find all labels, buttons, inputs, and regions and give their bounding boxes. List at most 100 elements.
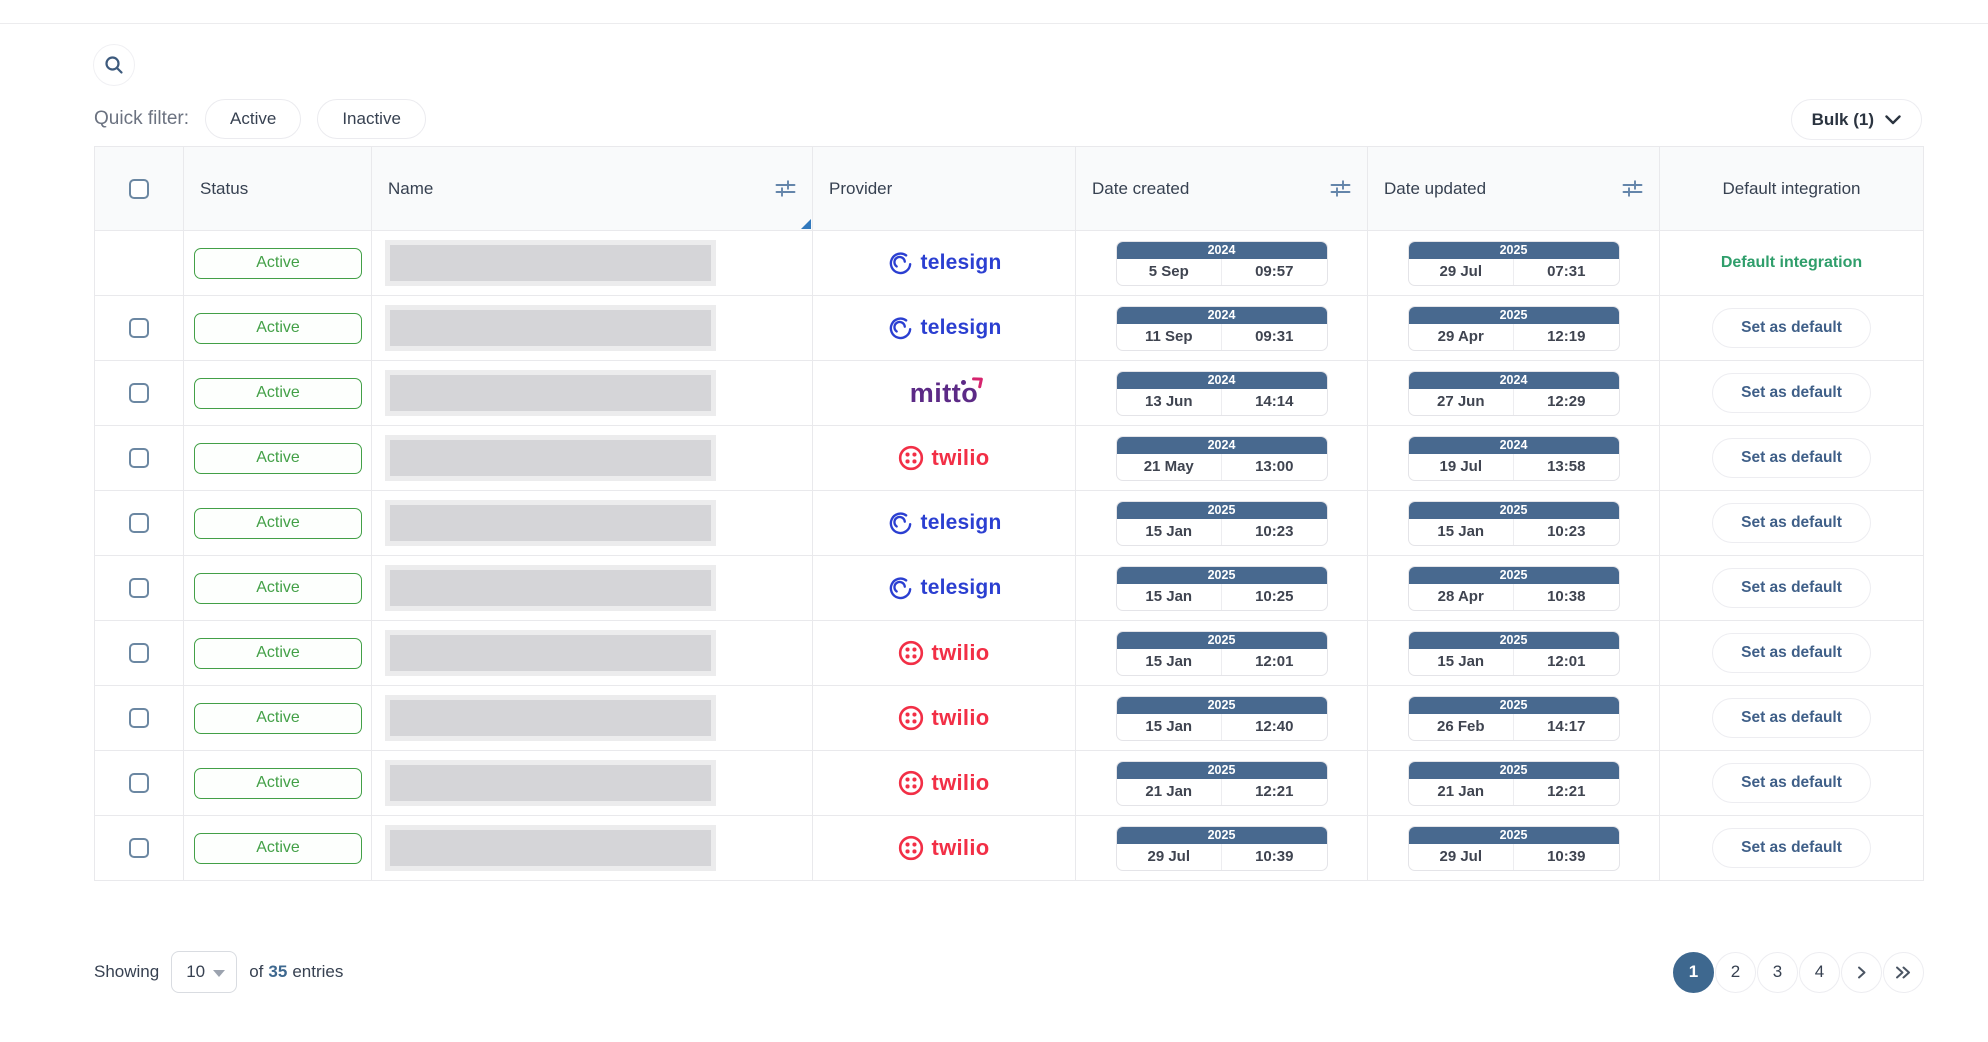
table-header: Status Name Provider Date created Date updat… — [94, 146, 1924, 231]
date-year: 2024 — [1116, 371, 1327, 389]
twilio-logo: twilio — [898, 770, 989, 796]
table-row: Active telesign 2025 15 Jan 10:23 2025 15 Jan 1… — [94, 490, 1924, 556]
date-year: 2025 — [1116, 826, 1327, 844]
column-filter-icon[interactable] — [1330, 180, 1351, 197]
bulk-actions-button[interactable]: Bulk (1) — [1790, 99, 1922, 140]
date-created-badge: 2024 5 Sep 09:57 — [1115, 240, 1328, 286]
set-as-default-button[interactable]: Set as default — [1712, 633, 1871, 673]
column-filter-icon[interactable] — [775, 180, 796, 197]
chevron-right-icon — [1854, 965, 1869, 980]
row-checkbox[interactable] — [129, 448, 149, 468]
set-as-default-button[interactable]: Set as default — [1712, 763, 1871, 803]
status-badge: Active — [194, 377, 362, 409]
date-time: 09:31 — [1221, 323, 1327, 350]
name-skeleton — [385, 760, 716, 806]
row-checkbox[interactable] — [129, 838, 149, 858]
twilio-icon — [898, 835, 924, 861]
date-created-badge: 2024 11 Sep 09:31 — [1115, 305, 1328, 351]
status-badge: Active — [194, 702, 362, 734]
date-year: 2025 — [1116, 761, 1327, 779]
date-day: 19 Jul — [1439, 458, 1483, 475]
twilio-wordmark: twilio — [931, 835, 990, 860]
of-label: of — [249, 962, 264, 981]
date-time: 12:21 — [1513, 778, 1619, 805]
select-all-checkbox[interactable] — [129, 178, 149, 199]
row-checkbox[interactable] — [129, 318, 149, 338]
status-badge: Active — [194, 442, 362, 474]
column-label: Date updated — [1384, 178, 1487, 198]
date-day: 15 Jan — [1437, 523, 1485, 540]
date-created-badge: 2025 15 Jan 10:23 — [1115, 500, 1328, 546]
name-skeleton — [385, 370, 716, 416]
name-skeleton — [385, 695, 716, 741]
twilio-icon — [898, 445, 924, 471]
date-year: 2024 — [1408, 371, 1619, 389]
twilio-wordmark: twilio — [931, 445, 990, 470]
row-checkbox[interactable] — [129, 708, 149, 728]
column-label: Date created — [1092, 178, 1190, 198]
row-checkbox[interactable] — [129, 643, 149, 663]
date-time: 12:01 — [1513, 648, 1619, 675]
page-2-button[interactable]: 2 — [1715, 951, 1756, 993]
date-day: 15 Jan — [1437, 653, 1485, 670]
date-time: 10:39 — [1221, 843, 1327, 870]
bulk-actions-label: Bulk (1) — [1811, 109, 1874, 129]
column-header-date-updated[interactable]: Date updated — [1367, 146, 1660, 231]
date-year: 2024 — [1408, 436, 1619, 454]
page-4-button[interactable]: 4 — [1799, 951, 1840, 993]
set-as-default-button[interactable]: Set as default — [1712, 568, 1871, 608]
date-time: 12:01 — [1221, 648, 1327, 675]
column-header-date-created[interactable]: Date created — [1075, 146, 1368, 231]
date-time: 09:57 — [1221, 258, 1327, 285]
set-as-default-button[interactable]: Set as default — [1712, 503, 1871, 543]
date-year: 2025 — [1408, 826, 1619, 844]
row-checkbox[interactable] — [129, 773, 149, 793]
table-row: Active twilio 2024 21 May 13:00 2024 19 Jul 13:… — [94, 425, 1924, 491]
date-time: 13:00 — [1221, 453, 1327, 480]
row-checkbox[interactable] — [129, 383, 149, 403]
quick-filter-bar: Quick filter: Active Inactive — [94, 98, 426, 140]
column-header-provider[interactable]: Provider — [812, 146, 1076, 231]
table-row: Active telesign 2024 11 Sep 09:31 2025 29 Apr 1… — [94, 295, 1924, 361]
date-day: 15 Jan — [1145, 653, 1193, 670]
date-year: 2025 — [1408, 501, 1619, 519]
date-created-badge: 2025 15 Jan 12:01 — [1115, 630, 1328, 676]
mitto-logo: mitto — [910, 376, 984, 409]
set-as-default-button[interactable]: Set as default — [1712, 698, 1871, 738]
page-size-select[interactable]: 10 — [171, 951, 238, 993]
column-label: Default integration — [1722, 178, 1861, 198]
column-header-default-integration[interactable]: Default integration — [1659, 146, 1924, 231]
next-page-button[interactable] — [1841, 951, 1882, 993]
date-day: 26 Feb — [1436, 718, 1485, 735]
twilio-wordmark: twilio — [931, 705, 990, 730]
entries-label: entries — [292, 962, 344, 981]
column-header-name[interactable]: Name — [371, 146, 813, 231]
telesign-icon — [887, 510, 914, 537]
table-row: Active twilio 2025 15 Jan 12:01 2025 15 Jan 12:… — [94, 620, 1924, 686]
page-3-button[interactable]: 3 — [1757, 951, 1798, 993]
row-checkbox[interactable] — [129, 513, 149, 533]
set-as-default-button[interactable]: Set as default — [1712, 308, 1871, 348]
search-button[interactable] — [93, 44, 135, 86]
date-day: 28 Apr — [1437, 588, 1484, 605]
status-badge: Active — [194, 247, 362, 279]
date-day: 15 Jan — [1145, 523, 1193, 540]
date-day: 21 May — [1143, 458, 1194, 475]
filter-active-button[interactable]: Active — [205, 99, 302, 139]
column-filter-icon[interactable] — [1622, 180, 1643, 197]
status-badge: Active — [194, 507, 362, 539]
row-checkbox[interactable] — [129, 578, 149, 598]
column-label: Provider — [829, 178, 893, 198]
filter-inactive-button[interactable]: Inactive — [317, 99, 426, 139]
column-header-status[interactable]: Status — [183, 146, 372, 231]
set-as-default-button[interactable]: Set as default — [1712, 373, 1871, 413]
date-year: 2025 — [1408, 631, 1619, 649]
name-skeleton — [385, 305, 716, 351]
set-as-default-button[interactable]: Set as default — [1712, 438, 1871, 478]
page-1-button[interactable]: 1 — [1673, 951, 1714, 993]
last-page-button[interactable] — [1883, 951, 1924, 993]
column-resize-marker[interactable] — [801, 219, 811, 229]
date-updated-badge: 2025 15 Jan 12:01 — [1407, 630, 1620, 676]
set-as-default-button[interactable]: Set as default — [1712, 828, 1871, 868]
date-year: 2025 — [1116, 696, 1327, 714]
